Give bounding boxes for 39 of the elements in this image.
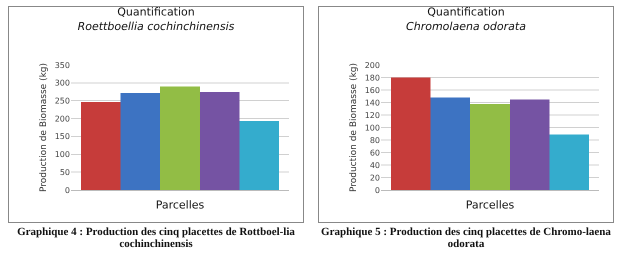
y-tick-label: 200 [54, 114, 70, 124]
bar [200, 92, 240, 190]
bar [430, 98, 470, 190]
y-tick-label: 160 [364, 86, 380, 95]
bar [390, 78, 431, 190]
y-tick-label: 60 [370, 148, 380, 158]
y-tick-label: 0 [64, 186, 70, 195]
y-axis-title: Production de Biomasse (kg) [349, 62, 360, 192]
bar [160, 86, 200, 190]
chart-title: Quantification [117, 6, 195, 19]
y-axis-title: Production de Biomasse (kg) [39, 62, 50, 192]
y-tick-label: 350 [54, 60, 70, 70]
chart-subtitle: Chromolaena odorata [406, 20, 526, 33]
y-tick-label: 250 [54, 96, 70, 106]
y-tick-label: 100 [54, 150, 70, 160]
bar [470, 104, 510, 190]
bar [80, 102, 121, 190]
y-tick-label: 20 [370, 173, 380, 182]
y-tick-label: 300 [54, 78, 70, 88]
y-tick-label: 180 [364, 73, 380, 82]
y-tick-label: 150 [54, 132, 70, 142]
y-tick-label: 120 [364, 110, 380, 120]
x-axis-title: Parcelles [466, 198, 515, 212]
y-tick-label: 140 [364, 98, 380, 108]
y-tick-label: 50 [60, 168, 70, 177]
bar [120, 92, 160, 190]
x-axis-title: Parcelles [156, 198, 205, 212]
bar [549, 134, 590, 190]
bar [510, 99, 550, 190]
text: Graphique 4 : Production des cinq placettes de Rottboel-lia cochinchinensis [16, 226, 296, 250]
y-tick-label: 40 [370, 160, 380, 170]
bar [239, 121, 280, 190]
text: Graphique 5 : Production des cinq placettes de Chromo-laena odorata [320, 226, 612, 250]
y-tick-label: 200 [364, 60, 380, 70]
chart-subtitle: Roettboellia cochinchinensis [78, 20, 235, 33]
y-tick-label: 100 [364, 123, 380, 132]
y-tick-label: 80 [370, 136, 380, 145]
y-tick-label: 0 [374, 186, 380, 195]
chart-title: Quantification [427, 6, 505, 19]
